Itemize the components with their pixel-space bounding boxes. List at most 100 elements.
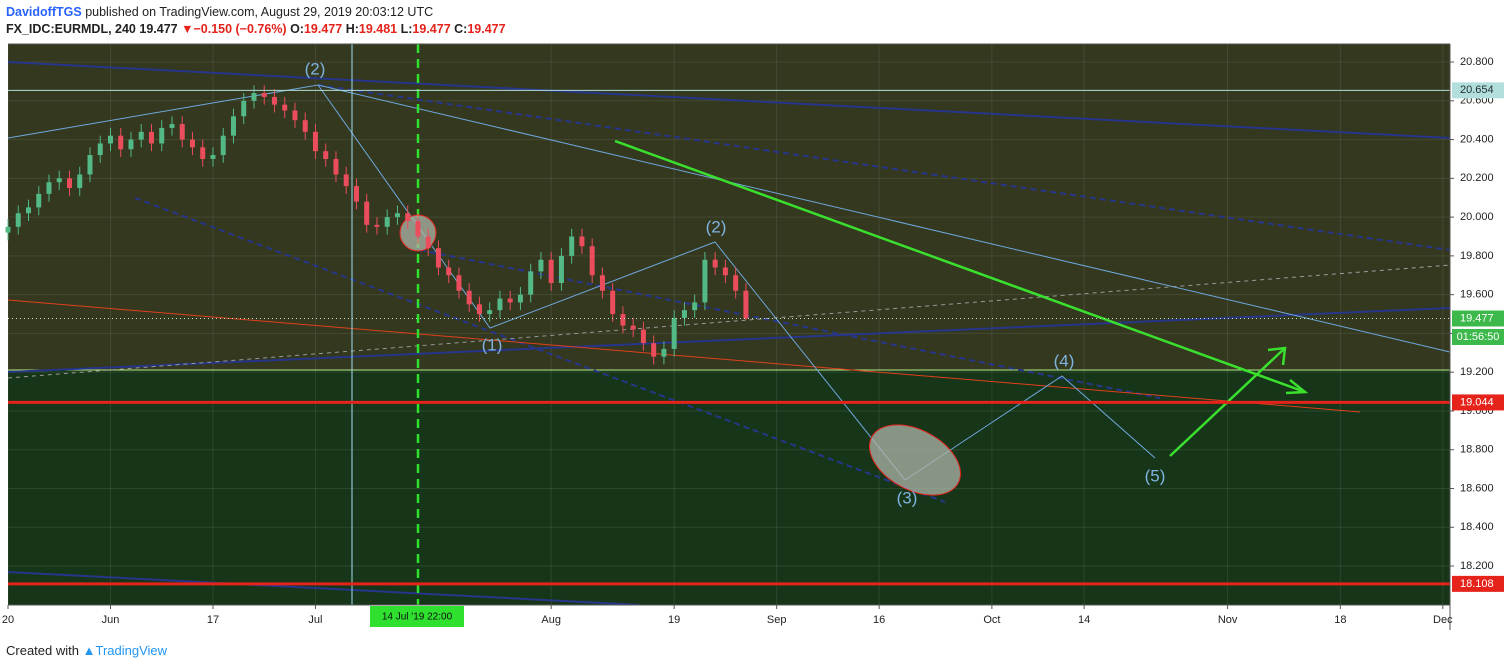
candle-body <box>87 155 93 175</box>
candle-body <box>230 116 236 136</box>
ohlc-label: L: <box>400 22 413 36</box>
candle-body <box>743 290 749 319</box>
candle-body <box>77 174 83 189</box>
trend-line <box>7 264 1451 379</box>
candle-body <box>517 294 523 303</box>
candle-body <box>128 139 134 150</box>
price-level-tag <box>1452 310 1504 327</box>
grid <box>7 44 1450 605</box>
ohlc-value: 19.481 <box>358 22 398 36</box>
price-level-tag <box>1452 575 1504 592</box>
candle-body <box>364 201 370 225</box>
ohlc-value: 19.477 <box>412 22 451 36</box>
candle-body <box>722 267 728 276</box>
x-tick-label: 14 <box>1078 614 1090 626</box>
y-tick-label: 20.800 <box>1460 56 1494 68</box>
author[interactable]: DavidoffTGS <box>6 5 82 19</box>
candle-body <box>312 131 318 152</box>
candle-body <box>599 275 605 291</box>
price-level-tag <box>1452 394 1504 411</box>
y-tick-label: 20.000 <box>1460 211 1494 223</box>
countdown-bg <box>1452 329 1504 345</box>
channel-line <box>419 249 1161 399</box>
wave-label: (3) <box>897 488 918 507</box>
candle-body <box>681 310 687 318</box>
wave-label: (5) <box>1145 466 1166 485</box>
drawings <box>7 44 1451 606</box>
y-tick-label: 20.200 <box>1460 172 1494 184</box>
candle-body <box>261 93 267 97</box>
candle-body <box>46 182 52 194</box>
published: published on TradingView.com, August 29,… <box>85 5 434 19</box>
candle-body <box>282 104 288 111</box>
candle-body <box>558 255 564 284</box>
candle-body <box>661 348 667 357</box>
candle-body <box>210 155 216 159</box>
candle-body <box>569 236 575 256</box>
axes: 18.20018.40018.60018.80019.00019.20019.4… <box>2 56 1504 626</box>
candle-body <box>692 302 698 311</box>
candle-body <box>476 304 482 315</box>
candle-body <box>702 259 708 303</box>
y-tick-label: 19.200 <box>1460 366 1494 378</box>
candle-body <box>528 271 534 295</box>
candle-body <box>487 310 493 315</box>
candle-body <box>148 131 154 144</box>
candle-body <box>56 178 62 183</box>
candle-body <box>538 259 544 272</box>
candle-body <box>241 100 247 117</box>
x-tick-label: 19 <box>668 614 680 626</box>
wave-labels: (2) (1) (2) (3) (4) (5) <box>305 59 1166 507</box>
x-tick-label: 16 <box>873 614 885 626</box>
y-tick-label: 18.600 <box>1460 482 1494 494</box>
trend-line <box>7 61 1451 139</box>
brand[interactable]: TradingView <box>95 643 168 658</box>
highlight-ellipse <box>869 424 961 496</box>
y-tick-label: 18.800 <box>1460 444 1494 456</box>
candle-body <box>159 127 165 144</box>
y-tick-label: 20.400 <box>1460 133 1494 145</box>
candle-body <box>497 298 503 311</box>
x-tick-label: Nov <box>1218 614 1238 626</box>
last-price: 19.477 <box>139 22 178 36</box>
ohlc-value: 19.477 <box>303 22 343 36</box>
price-level-label: 19.477 <box>1460 312 1494 324</box>
candle-body <box>5 226 11 233</box>
candle-body <box>425 236 431 249</box>
candle-body <box>651 343 657 357</box>
ohlc-label: C: <box>454 22 468 36</box>
time-marker-bg <box>370 606 464 627</box>
x-tick-label: 18 <box>1334 614 1346 626</box>
price-level-label: 19.044 <box>1460 396 1494 408</box>
x-tick-label: Aug <box>541 614 561 626</box>
candle-body <box>507 298 513 303</box>
candle-body <box>107 135 113 144</box>
candle-body <box>343 174 349 187</box>
candle-body <box>292 110 298 121</box>
lower-zone <box>8 370 1450 605</box>
candle-body <box>169 124 175 128</box>
wave-label: (4) <box>1054 351 1075 370</box>
arrow-head <box>1285 379 1309 395</box>
candle-body <box>415 220 421 237</box>
price-level-label: 20.654 <box>1460 84 1494 96</box>
candle-body <box>36 193 42 208</box>
candle-body <box>25 207 31 214</box>
candle-body <box>435 248 441 268</box>
candle-body <box>189 139 195 148</box>
candle-body <box>251 93 257 101</box>
candle-body <box>66 178 72 189</box>
ohlc-label: O: <box>290 22 304 36</box>
y-tick-label: 19.800 <box>1460 250 1494 262</box>
candle-body <box>446 267 452 276</box>
candle-body <box>384 217 390 227</box>
trend-line <box>7 307 1451 373</box>
symbol: FX_IDC:EURMDL, 240 <box>6 22 136 36</box>
upper-zone <box>8 44 1450 370</box>
candle-body <box>610 290 616 315</box>
candle-body <box>579 236 585 247</box>
footer: Created with ▲TradingView <box>6 643 168 658</box>
arrow <box>614 139 1306 394</box>
